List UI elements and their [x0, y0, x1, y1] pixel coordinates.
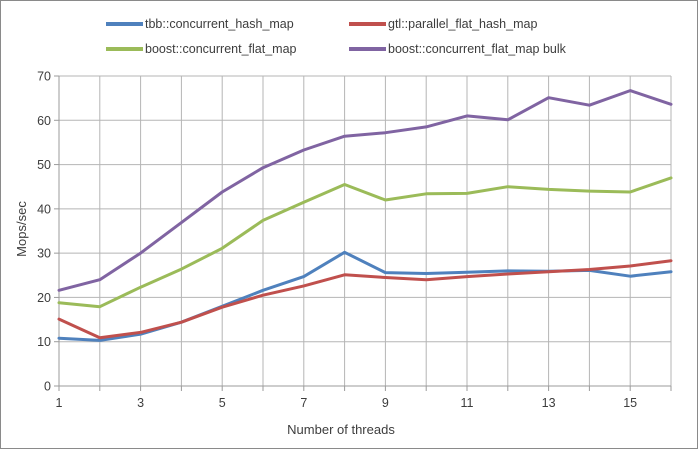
y-tick-label: 20: [37, 291, 51, 305]
x-tick-label: 1: [56, 396, 63, 410]
legend-item-tbb-concurrent-hash-map: tbb::concurrent_hash_map: [106, 16, 349, 32]
y-tick-label: 60: [37, 114, 51, 128]
y-tick-label: 0: [44, 380, 51, 394]
y-tick-label: 50: [37, 158, 51, 172]
x-tick-label: 9: [382, 396, 389, 410]
series-line-3: [57, 89, 673, 292]
legend-item-boost-concurrent-flat-map-bulk: boost::concurrent_flat_map bulk: [349, 41, 566, 57]
series-line-0: [57, 250, 673, 342]
x-tick-label: 13: [542, 396, 556, 410]
chart-legend: tbb::concurrent_hash_map gtl::parallel_f…: [106, 16, 566, 57]
x-tick-label: 15: [623, 396, 637, 410]
x-tick-label: 11: [461, 396, 474, 410]
series-line-2: [57, 176, 673, 309]
series-line-1: [57, 259, 673, 340]
legend-label: boost::concurrent_flat_map bulk: [388, 42, 566, 56]
legend-label: boost::concurrent_flat_map: [145, 42, 297, 56]
legend-line-marker: [349, 47, 386, 51]
legend-label: tbb::concurrent_hash_map: [145, 17, 294, 31]
legend-item-boost-concurrent-flat-map: boost::concurrent_flat_map: [106, 41, 349, 57]
y-tick-label: 30: [37, 247, 51, 261]
legend-line-marker: [106, 22, 143, 26]
y-tick-label: 10: [37, 335, 51, 349]
x-tick-label: 7: [300, 396, 307, 410]
x-tick-label: 3: [137, 396, 144, 410]
y-tick-label: 40: [37, 202, 51, 216]
legend-line-marker: [349, 22, 386, 26]
legend-item-gtl-parallel-flat-hash-map: gtl::parallel_flat_hash_map: [349, 16, 566, 32]
legend-label: gtl::parallel_flat_hash_map: [388, 17, 538, 31]
x-axis-title: Number of threads: [287, 422, 395, 437]
x-tick-label: 5: [219, 396, 226, 410]
y-axis-title: Mops/sec: [14, 201, 29, 257]
legend-line-marker: [106, 47, 143, 51]
y-tick-label: 70: [37, 70, 51, 84]
